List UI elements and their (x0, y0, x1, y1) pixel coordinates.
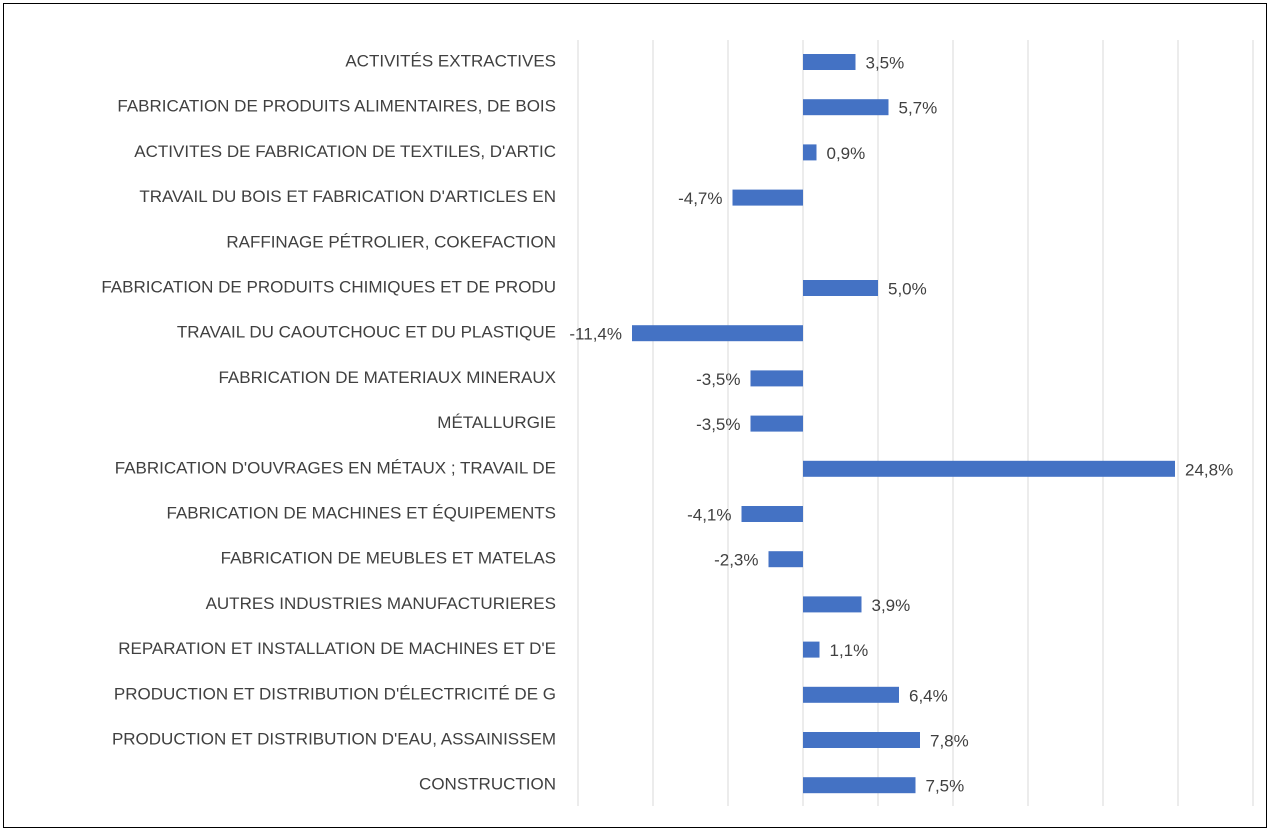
y-tick-label: REPARATION ET INSTALLATION DE MACHINES E… (118, 639, 556, 658)
y-tick-label: ACTIVITES DE FABRICATION DE TEXTILES, D'… (134, 142, 556, 161)
bar (803, 641, 820, 658)
data-label: 6,4% (909, 686, 948, 705)
data-label: -11,4% (569, 325, 622, 344)
bar (803, 777, 916, 794)
data-label: -2,3% (714, 551, 758, 570)
bar (632, 325, 803, 342)
bar (803, 54, 856, 70)
data-label: 5,0% (888, 279, 927, 298)
y-tick-label: FABRICATION D'OUVRAGES EN MÉTAUX ; TRAVA… (115, 458, 556, 477)
bar (750, 370, 803, 387)
y-tick-label: RAFFINAGE PÉTROLIER, COKEFACTION (226, 232, 556, 251)
y-tick-label: FABRICATION DE MEUBLES ET MATELAS (221, 549, 556, 568)
bar (750, 415, 803, 432)
data-label: 3,9% (872, 596, 911, 615)
y-tick-label: FABRICATION DE MACHINES ET ÉQUIPEMENTS (167, 503, 556, 522)
y-tick-label: MÉTALLURGIE (437, 413, 556, 432)
y-tick-label: TRAVAIL DU BOIS ET FABRICATION D'ARTICLE… (139, 187, 556, 206)
bar (803, 144, 817, 161)
y-tick-label: ACTIVITÉS EXTRACTIVES (345, 51, 556, 70)
data-label: -3,5% (696, 415, 740, 434)
y-tick-label: FABRICATION DE MATERIAUX MINERAUX (218, 368, 556, 387)
data-label: 24,8% (1185, 460, 1233, 479)
chart-border (3, 3, 1267, 828)
y-tick-label: CONSTRUCTION (419, 775, 556, 794)
bar (803, 732, 920, 748)
bar (803, 460, 1175, 477)
bar (768, 551, 803, 568)
data-label: -4,7% (678, 189, 722, 208)
bar (803, 596, 862, 613)
data-label: -3,5% (696, 370, 740, 389)
data-label: 7,8% (930, 731, 969, 750)
bar (803, 280, 878, 296)
y-tick-label: FABRICATION DE PRODUITS CHIMIQUES ET DE … (101, 277, 556, 296)
data-label: 0,9% (827, 144, 866, 163)
bar (803, 686, 899, 703)
data-label: 5,7% (899, 99, 938, 118)
y-tick-label: TRAVAIL DU CAOUTCHOUC ET DU PLASTIQUE (177, 323, 556, 342)
data-label: 1,1% (830, 641, 869, 660)
data-label: 3,5% (866, 53, 905, 72)
bar (803, 99, 889, 116)
bar (741, 506, 803, 522)
data-label: -4,1% (687, 505, 731, 524)
data-label: 7,5% (926, 777, 965, 796)
y-tick-label: AUTRES INDUSTRIES MANUFACTURIERES (206, 594, 556, 613)
bar (732, 189, 803, 206)
y-tick-label: FABRICATION DE PRODUITS ALIMENTAIRES, DE… (117, 97, 556, 116)
y-tick-label: PRODUCTION ET DISTRIBUTION D'EAU, ASSAIN… (112, 729, 556, 748)
y-tick-label: PRODUCTION ET DISTRIBUTION D'ÉLECTRICITÉ… (114, 684, 556, 703)
